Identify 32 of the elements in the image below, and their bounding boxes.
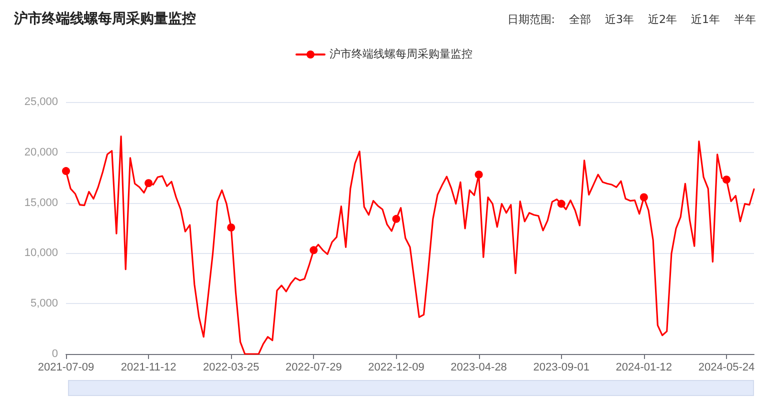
legend-label: 沪市终端线螺每周采购量监控 — [330, 48, 472, 60]
text: 近1年 — [691, 12, 720, 27]
x-tick-label: 2023-09-01 — [533, 362, 590, 374]
x-tick-label: 2022-12-09 — [368, 362, 424, 374]
text: 近2年 — [648, 12, 677, 27]
point — [474, 170, 483, 179]
point — [227, 224, 236, 232]
y-tick-label: 10,000 — [24, 247, 58, 260]
text: 全部 — [569, 12, 591, 27]
point — [310, 246, 318, 254]
text: 半年 — [734, 12, 756, 27]
point — [557, 200, 566, 208]
point — [640, 193, 648, 202]
y-tick-label: 20,000 — [24, 146, 58, 158]
x-tick-label: 2022-03-25 — [202, 362, 260, 374]
x-tick-label: 2021-07-09 — [38, 362, 94, 374]
text: 近3年 — [605, 12, 634, 27]
point — [62, 167, 70, 176]
point — [392, 214, 400, 223]
point — [722, 176, 730, 184]
x-tick-label: 2024-01-12 — [616, 362, 672, 374]
y-tick-label: 5,000 — [30, 298, 58, 310]
y-tick-label: 15,000 — [24, 196, 58, 209]
point — [144, 179, 153, 188]
x-tick-label: 2021-11-12 — [120, 362, 176, 374]
y-tick-label: 25,000 — [24, 96, 58, 108]
x-tick-label: 2023-04-28 — [450, 362, 507, 374]
chart-title: 沪市终端线螺每周采购量监控 — [14, 10, 196, 28]
y-tick-label: 0 — [52, 348, 58, 360]
x-tick-label: 2024-05-24 — [698, 362, 755, 374]
text: 日期范围: — [507, 12, 555, 27]
x-tick-label: 2022-07-29 — [286, 362, 342, 374]
